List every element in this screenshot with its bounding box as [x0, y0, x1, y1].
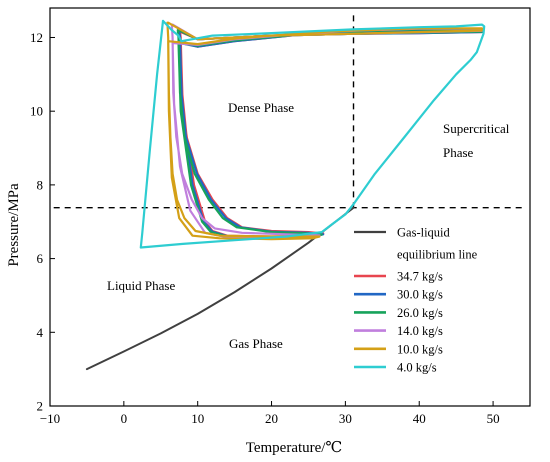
region-label-dense: Dense Phase: [228, 100, 294, 115]
x-tick-label: 20: [265, 411, 278, 426]
legend-label-6: 4.0 kg/s: [397, 361, 437, 375]
legend-label-0-line1: Gas-liquid: [397, 226, 451, 240]
y-tick-label: 4: [37, 325, 44, 340]
series-lines: [85, 19, 486, 371]
x-tick-label: 50: [487, 411, 500, 426]
axis-ticks: −10 0 10 20 30 40 50 2 4 6 8 10 12: [30, 30, 500, 426]
x-tick-label: 0: [121, 411, 128, 426]
y-tick-label: 12: [30, 30, 43, 45]
x-axis-title: Temperature/℃: [246, 440, 343, 456]
series-line-5: [166, 21, 484, 241]
x-tick-label: 40: [413, 411, 426, 426]
legend-label-1: 34.7 kg/s: [397, 270, 443, 284]
series-line-1: [178, 29, 484, 238]
legend-label-5: 10.0 kg/s: [397, 342, 443, 356]
legend-label-2: 30.0 kg/s: [397, 288, 443, 302]
region-label-supercritical-1: Supercritical: [443, 121, 510, 136]
y-tick-label: 6: [37, 251, 44, 266]
y-tick-label: 10: [30, 104, 43, 119]
plot-area-frame: [49, 7, 531, 407]
critical-reference-lines: [53, 15, 527, 209]
series-line-6: [139, 19, 486, 249]
region-label-liquid: Liquid Phase: [107, 278, 175, 293]
y-axis-title: Pressure/MPa: [6, 183, 22, 267]
series-line-2: [178, 29, 484, 238]
x-tick-label: 30: [339, 411, 352, 426]
x-tick-label: −10: [40, 411, 60, 426]
series-line-3: [176, 28, 484, 239]
y-tick-label: 8: [37, 177, 44, 192]
y-tick-label: 2: [37, 399, 44, 414]
x-tick-label: 10: [191, 411, 204, 426]
legend-label-3: 26.0 kg/s: [397, 306, 443, 320]
region-label-gas: Gas Phase: [229, 336, 283, 351]
legend-label-0-line2: equilibrium line: [397, 248, 478, 262]
region-label-supercritical-2: Phase: [443, 145, 474, 160]
legend-label-4: 14.0 kg/s: [397, 324, 443, 338]
legend: Gas-liquid equilibrium line 34.7 kg/s 30.0 …: [354, 226, 478, 375]
